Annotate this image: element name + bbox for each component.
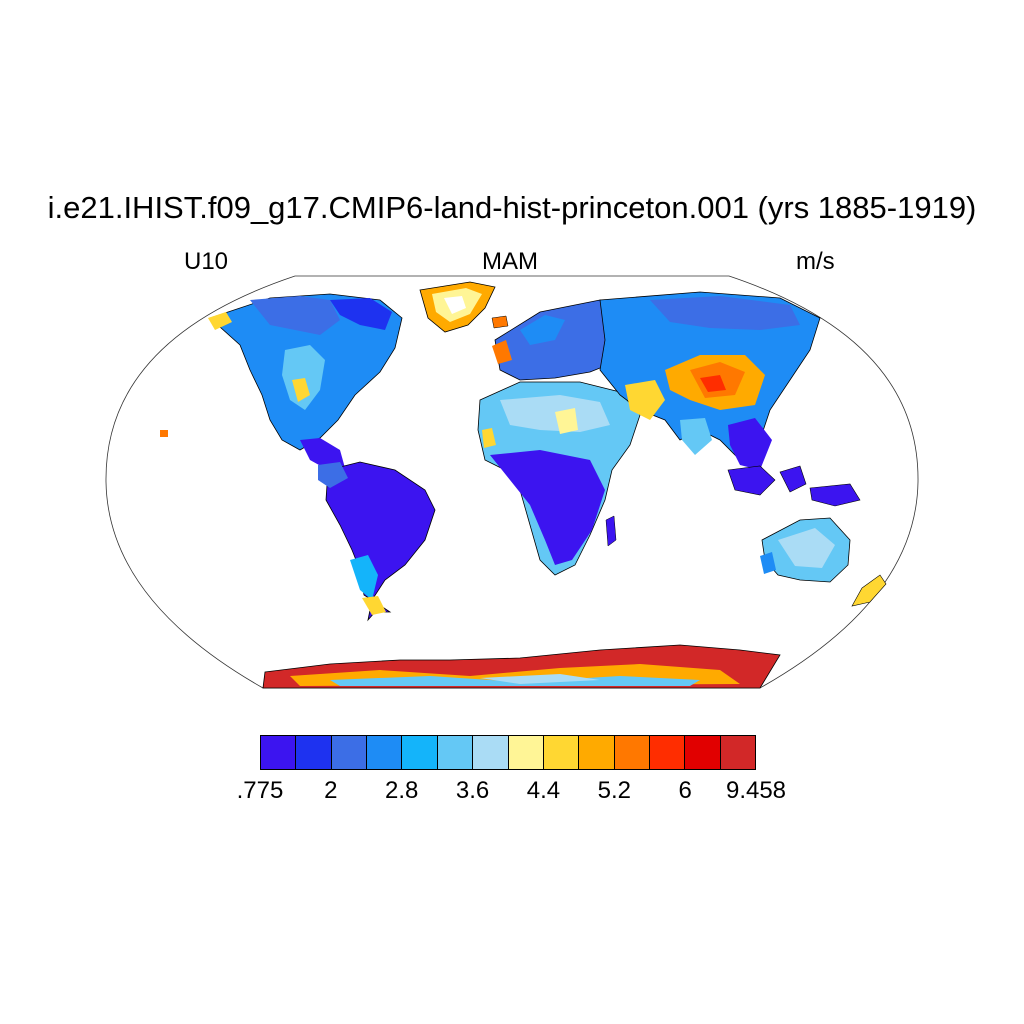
colorbar-label: 2.8: [385, 777, 419, 804]
colorbar-box-9: [579, 736, 615, 769]
colorbar-box-12: [685, 736, 721, 769]
colorbar-box-11: [649, 736, 686, 769]
colorbar-box-8: [543, 736, 580, 769]
colorbar-label: 2: [324, 777, 338, 804]
north-america-landmass: [208, 293, 403, 470]
colorbar-box-5: [437, 736, 474, 769]
colorbar-label: 9.458: [725, 777, 787, 804]
colorbar-box-1: [296, 736, 332, 769]
map-title: i.e21.IHIST.f09_g17.CMIP6-land-hist-prin…: [47, 190, 977, 225]
asia-landmass: [599, 291, 821, 470]
colorbar-box-7: [508, 736, 544, 769]
colorbar-label: 4.4: [526, 777, 561, 804]
variable-label: U10: [184, 248, 229, 275]
colorbar-label: 5.2: [597, 777, 631, 804]
colorbar: [260, 735, 756, 770]
iceland-landmass: [491, 315, 509, 329]
colorbar-label: 3.6: [455, 777, 490, 804]
antarctica-landmass: [262, 644, 781, 689]
hawaii-landmass: [160, 430, 168, 437]
south-america-landmass: [318, 461, 436, 622]
africa-landmass: [477, 381, 641, 576]
maritime-southeast-asia: [727, 465, 861, 507]
australia-landmass: [760, 517, 851, 583]
colorbar-box-0: [261, 736, 297, 769]
colorbar-box-2: [331, 736, 368, 769]
colorbar-label: 6: [678, 777, 692, 804]
colorbar-box-3: [367, 736, 403, 769]
madagascar-landmass: [605, 515, 617, 547]
colorbar-box-4: [402, 736, 438, 769]
season-label: MAM: [482, 248, 538, 275]
new-zealand-landmass: [851, 574, 887, 607]
units-label: m/s: [796, 248, 835, 275]
greenland-landmass: [419, 281, 496, 333]
colorbar-box-6: [473, 736, 509, 769]
colorbar-box-13: [720, 736, 756, 769]
colorbar-box-10: [614, 736, 650, 769]
colorbar-label: .775: [236, 777, 284, 804]
